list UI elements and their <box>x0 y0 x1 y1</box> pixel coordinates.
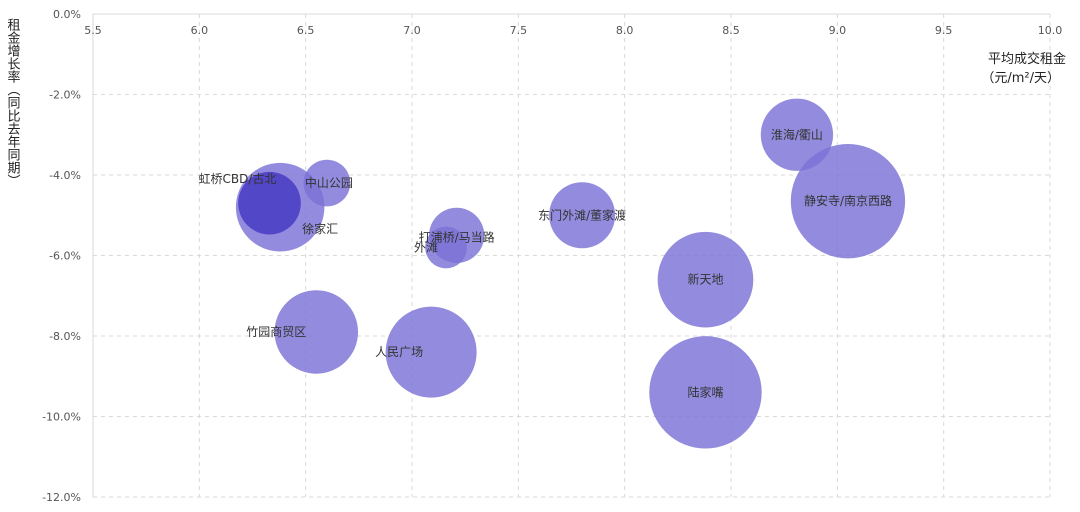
x-tick-label: 8.0 <box>616 24 634 37</box>
bubble-label: 人民广场 <box>375 345 423 359</box>
y-tick-label: -6.0% <box>49 250 81 263</box>
x-tick-label: 7.0 <box>403 24 421 37</box>
bubble-label: 中山公园 <box>305 175 353 190</box>
bubble <box>790 144 906 259</box>
x-tick-label: 6.5 <box>297 24 315 37</box>
x-tick-label: 9.5 <box>935 24 953 37</box>
bubble <box>274 290 359 374</box>
bubble-label: 静安寺/南京西路 <box>804 193 892 208</box>
x-tick-label: 10.0 <box>1038 24 1063 37</box>
bubble-layer <box>235 98 906 449</box>
bubble-label: 竹园商贸区 <box>246 324 306 339</box>
y-axis-title: 租金增长率（同比去年同期） <box>5 18 21 187</box>
y-tick-label: -2.0% <box>49 89 81 102</box>
bubble-label: 陆家嘴 <box>687 384 723 399</box>
bubble-label: 新天地 <box>687 272 723 287</box>
bubble-label: 打浦桥/马当路 <box>419 229 495 244</box>
bubble <box>657 231 754 328</box>
bubble-label: 虹桥CBD/古北 <box>199 171 277 186</box>
x-tick-label: 5.5 <box>84 24 102 37</box>
y-tick-label: -8.0% <box>49 330 81 343</box>
x-axis-title-line-2: （元/m²/天） <box>981 71 1060 86</box>
bubble <box>303 159 351 207</box>
y-tick-label: 0.0% <box>53 8 81 21</box>
x-tick-label: 7.5 <box>510 24 528 37</box>
bubble <box>549 182 616 249</box>
x-tick-label: 9.0 <box>829 24 847 37</box>
bubble <box>649 336 762 449</box>
bubble-label: 外滩 <box>414 240 438 254</box>
x-tick-label: 8.5 <box>722 24 740 37</box>
grid-layer <box>92 13 1051 498</box>
bubble <box>385 306 477 398</box>
tick-layer: 5.5 6.0 6.5 7.0 7.5 8.0 8.5 9.0 9.5 10.0 0.0% -2.0%… <box>42 8 1062 504</box>
y-tick-label: -4.0% <box>49 169 81 182</box>
y-tick-label: -12.0% <box>42 491 81 504</box>
x-axis-title-line-1: 平均成交租金 <box>988 51 1066 67</box>
x-tick-label: 6.0 <box>191 24 209 37</box>
bubble <box>425 226 467 269</box>
bubble-label: 徐家汇 <box>302 221 338 236</box>
bubble <box>238 171 301 235</box>
bubble-label: 东门外滩/董家渡 <box>538 207 626 222</box>
bubble-label: 淮海/衢山 <box>771 127 823 142</box>
y-tick-label: -10.0% <box>42 411 81 424</box>
bubble <box>760 98 834 171</box>
